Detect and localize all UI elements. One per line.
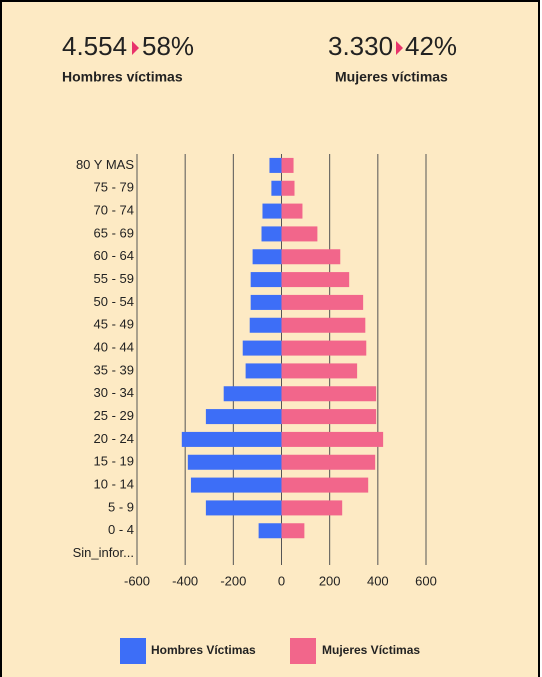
y-tick-label: 40 - 44 [94,340,134,355]
y-tick-label: 15 - 19 [94,454,134,469]
bar [190,477,282,493]
y-tick-label: 75 - 79 [94,180,134,195]
x-tick-label: -200 [220,573,246,588]
bar [281,409,377,425]
y-tick-label: 30 - 34 [94,385,134,400]
bar [281,317,366,333]
bar [281,249,341,265]
bar [269,157,282,173]
bar [281,203,303,219]
bar [258,523,282,539]
bar [252,249,282,265]
bar [262,203,282,219]
y-tick-label: 20 - 24 [94,431,134,446]
bar [249,317,282,333]
bar [205,409,282,425]
bar [242,340,282,356]
bar [281,294,364,310]
kpi-label: Mujeres víctimas [335,69,448,85]
bar [281,157,294,173]
bar [205,500,282,516]
y-tick-label: 80 Y MAS [76,157,134,172]
y-tick-label: 10 - 14 [94,477,134,492]
y-tick-label: 50 - 54 [94,294,134,309]
y-tick-label: 65 - 69 [94,225,134,240]
legend-swatch [120,638,146,664]
bar [281,340,367,356]
legend-label: Mujeres Víctimas [322,643,420,657]
y-tick-label: 35 - 39 [94,362,134,377]
y-tick-label: 0 - 4 [108,522,134,537]
bar [281,180,295,196]
bar [261,226,282,242]
bar [281,363,358,379]
bar [281,272,350,288]
kpi-share: 42% [405,31,457,61]
bar [181,431,282,447]
bar [281,226,318,242]
kpi-share: 58% [142,31,194,61]
bar [250,294,282,310]
y-tick-label: 45 - 49 [94,317,134,332]
kpi-count: 3.330 [328,31,393,61]
bar [281,431,384,447]
x-tick-label: 0 [278,573,285,588]
bar [281,477,369,493]
y-tick-label: 70 - 74 [94,203,134,218]
legend-swatch [290,638,316,664]
x-tick-label: -400 [172,573,198,588]
bar [281,454,376,470]
bar [271,180,282,196]
bar [187,454,282,470]
bar [281,523,305,539]
x-tick-label: -600 [124,573,150,588]
y-tick-label: 55 - 59 [94,271,134,286]
x-tick-label: 600 [415,573,437,588]
bar [250,272,282,288]
y-tick-label: 25 - 29 [94,408,134,423]
kpi-label: Hombres víctimas [62,69,183,85]
bar [245,363,282,379]
bar [281,500,343,516]
kpi-arrow [396,41,403,55]
y-tick-label: 5 - 9 [108,499,134,514]
x-tick-label: 400 [367,573,389,588]
legend-label: Hombres Víctimas [151,643,256,657]
y-tick-label: Sin_infor... [73,545,134,560]
x-tick-label: 200 [319,573,341,588]
kpi-arrow [132,41,139,55]
bar [223,386,282,402]
y-tick-label: 60 - 64 [94,248,134,263]
kpi-count: 4.554 [62,31,127,61]
bar [281,386,377,402]
